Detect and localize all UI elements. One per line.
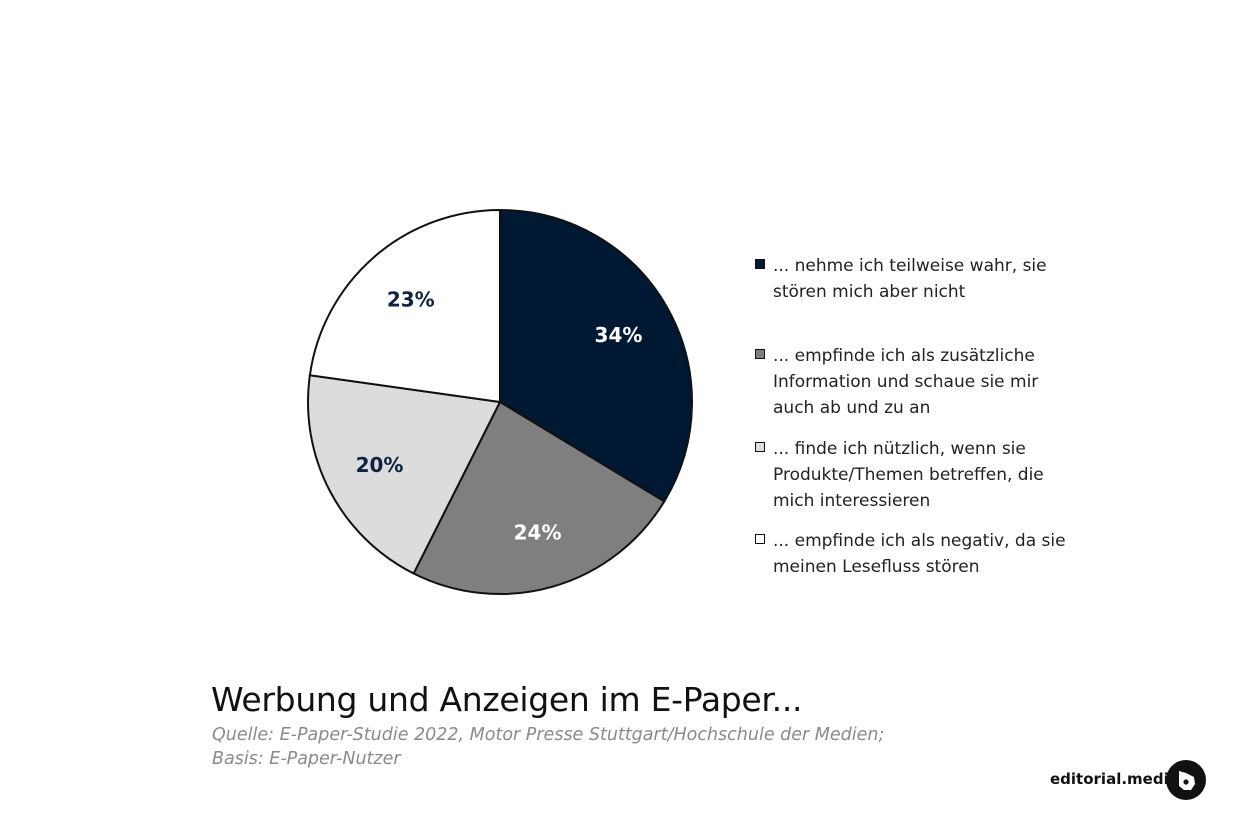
legend-label-line: ... empfinde ich als zusätzliche bbox=[773, 346, 1035, 366]
editorial-media-logo-icon bbox=[1166, 760, 1206, 800]
legend-label: ... nehme ich teilweise wahr, sie stören … bbox=[773, 253, 1103, 305]
legend-label-line: auch ab und zu an bbox=[773, 398, 931, 418]
source-line: Basis: E-Paper-Nutzer bbox=[212, 749, 401, 769]
legend-label-line: stören mich aber nicht bbox=[773, 282, 966, 302]
legend-label-line: Produkte/Themen betreffen, die bbox=[773, 465, 1044, 485]
legend-label: ... empfinde ich als negativ, da sie mein… bbox=[773, 528, 1103, 580]
legend-swatch bbox=[755, 442, 765, 452]
pie-slice-label: 24% bbox=[514, 521, 562, 545]
source-line: Quelle: E-Paper-Studie 2022, Motor Press… bbox=[212, 725, 885, 745]
legend-label-line: ... nehme ich teilweise wahr, sie bbox=[773, 256, 1047, 276]
legend-swatch bbox=[755, 534, 765, 544]
chart-title: Werbung und Anzeigen im E-Paper... bbox=[211, 680, 803, 719]
pie-slice-label: 20% bbox=[356, 453, 404, 477]
legend-swatch bbox=[755, 349, 765, 359]
pie-chart: 34% 24% 20% 23% bbox=[307, 208, 693, 595]
pie-slice-label: 34% bbox=[595, 323, 643, 347]
pie-slice bbox=[307, 374, 502, 575]
legend-swatch bbox=[755, 259, 765, 269]
legend-label-line: meinen Lesefluss stören bbox=[773, 557, 980, 577]
pie-slice bbox=[308, 208, 501, 404]
legend-label-line: Information und schaue sie mir bbox=[773, 372, 1039, 392]
legend-label-line: mich interessieren bbox=[773, 491, 931, 511]
source-note: Quelle: E-Paper-Studie 2022, Motor Press… bbox=[212, 723, 972, 771]
legend-label-line: ... empfinde ich als negativ, da sie bbox=[773, 531, 1066, 551]
pie-slice bbox=[499, 208, 693, 503]
legend-label: ... empfinde ich als zusätzliche Informat… bbox=[773, 343, 1103, 421]
brand-name: editorial.media bbox=[1050, 770, 1179, 788]
pie-slice-label: 23% bbox=[387, 287, 435, 311]
legend-label-line: ... finde ich nützlich, wenn sie bbox=[773, 439, 1026, 459]
brand: editorial.media bbox=[1050, 760, 1220, 800]
legend-label: ... finde ich nützlich, wenn sie Produkte… bbox=[773, 436, 1103, 514]
